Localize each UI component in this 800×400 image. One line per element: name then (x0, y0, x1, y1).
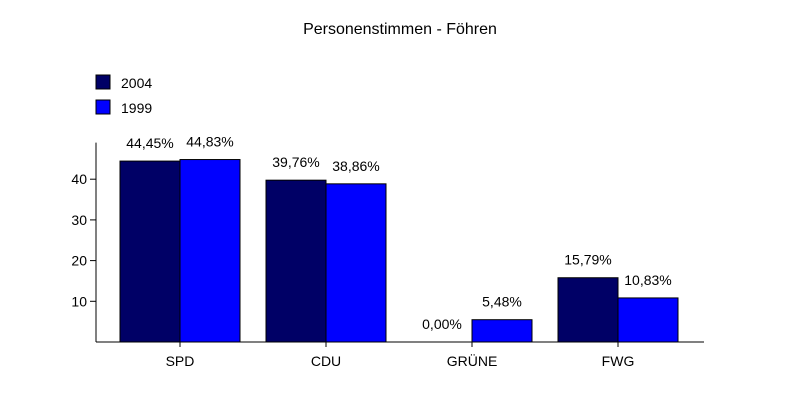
plot-area: 10 20 30 40 SPD 44,45% 44,83% CDU 39,76% 38,86% GR… (71, 134, 704, 369)
bar (325, 183, 387, 343)
legend-swatch-1999 (95, 99, 111, 115)
data-label: 39,76% (272, 154, 319, 170)
y-tick-label: 30 (71, 212, 87, 228)
data-label: 5,48% (482, 294, 522, 310)
legend-label-2004: 2004 (121, 75, 152, 91)
x-tick-label: CDU (311, 353, 341, 369)
bar (471, 319, 533, 343)
chart-title: Personenstimmen - Föhren (303, 21, 497, 38)
y-tick-label: 20 (71, 253, 87, 269)
data-label: 38,86% (332, 158, 379, 174)
bar (265, 179, 327, 343)
x-tick-label: GRÜNE (447, 352, 498, 369)
legend: 2004 1999 (95, 74, 152, 116)
data-label: 44,45% (126, 135, 173, 151)
legend-label-1999: 1999 (121, 100, 152, 116)
data-label: 44,83% (186, 134, 233, 150)
data-label: 15,79% (564, 252, 611, 268)
bar (617, 297, 679, 343)
y-tick-label: 40 (71, 171, 87, 187)
y-tick-label: 10 (71, 293, 87, 309)
data-label: 0,00% (422, 316, 462, 332)
bar (557, 277, 619, 343)
data-label: 10,83% (624, 272, 671, 288)
x-tick-label: SPD (166, 353, 195, 369)
legend-swatch-2004 (95, 74, 111, 90)
bar (119, 160, 181, 343)
x-tick-label: FWG (602, 353, 635, 369)
bar (179, 159, 241, 343)
